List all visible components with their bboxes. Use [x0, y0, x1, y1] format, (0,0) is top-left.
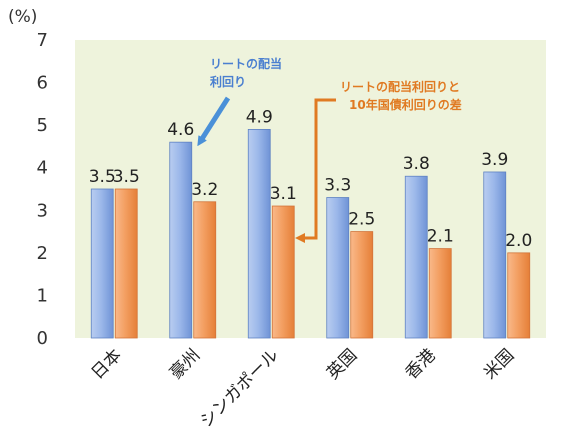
bar-dividend-yield [247, 128, 271, 339]
data-label: 3.5 [113, 167, 140, 187]
data-label: 3.2 [191, 180, 218, 200]
annotation-yield-spread-line-2: 10年国債利回りの差 [349, 97, 462, 112]
y-tick-label: 3 [37, 200, 48, 221]
bar-dividend-yield [326, 197, 350, 339]
data-label: 2.0 [505, 231, 532, 251]
bar-yield-spread [114, 188, 138, 339]
bar-yield-spread [350, 231, 374, 339]
plot-area [75, 40, 546, 338]
annotation-dividend-yield-arrow [197, 96, 231, 147]
data-label: 3.1 [270, 184, 297, 204]
data-label: 3.9 [481, 150, 508, 170]
annotation-dividend-yield: リートの配当 利回り [197, 56, 282, 147]
data-label: 4.9 [246, 107, 273, 127]
x-category-label: 米国 [480, 345, 518, 383]
y-tick-label: 0 [37, 328, 48, 349]
data-label: 2.5 [348, 210, 375, 230]
y-tick-label: 1 [37, 285, 48, 306]
y-tick-label: 7 [37, 30, 48, 51]
y-tick-label: 2 [37, 243, 48, 264]
data-label: 3.5 [89, 167, 116, 187]
x-category-label: 豪州 [165, 345, 204, 384]
data-label: 3.3 [324, 176, 351, 196]
bar-yield-spread [507, 252, 531, 339]
bar-yield-spread [271, 205, 295, 339]
y-unit-label: (%) [8, 7, 37, 27]
data-labels: 3.53.5 4.6 3.2 4.9 3.1 3.3 2.5 3.8 2.1 3.9 2.0 [89, 107, 533, 250]
bar-yield-spread [428, 248, 452, 339]
x-category-label: シンガポール [197, 345, 283, 431]
bar-dividend-yield [90, 188, 114, 339]
x-category-label: 英国 [323, 345, 361, 383]
x-category-label: 日本 [88, 345, 126, 383]
annotation-yield-spread-line-1: リートの配当利回りと [340, 79, 460, 94]
annotation-yield-spread: リートの配当利回りと 10年国債利回りの差 [295, 79, 462, 243]
y-tick-label: 5 [37, 115, 48, 136]
bar-dividend-yield [483, 171, 507, 339]
annotation-dividend-yield-line-1: リートの配当 [210, 56, 282, 71]
annotation-dividend-yield-line-2: 利回り [210, 74, 246, 89]
y-tick-label: 4 [37, 158, 48, 179]
data-label: 3.8 [403, 154, 430, 174]
annotation-yield-spread-arrow [295, 98, 336, 243]
bar-yield-spread [193, 201, 217, 339]
bars [90, 128, 531, 339]
data-label: 4.6 [167, 120, 194, 140]
data-label: 2.1 [427, 227, 454, 247]
y-tick-label: 6 [37, 73, 48, 94]
y-axis-ticks: 0 1 2 3 4 5 6 7 [37, 30, 48, 349]
x-category-label: 香港 [402, 345, 440, 383]
bar-dividend-yield [169, 141, 193, 339]
bar-dividend-yield [404, 175, 428, 339]
